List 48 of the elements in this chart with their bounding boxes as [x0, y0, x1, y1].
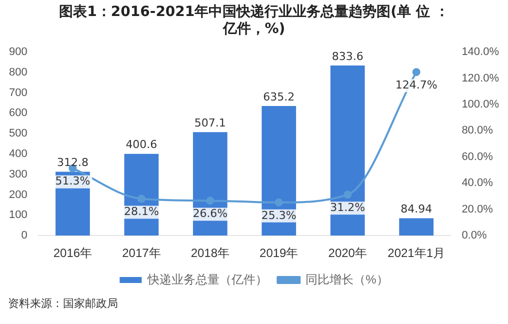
y-tick-label: 200	[8, 188, 28, 201]
y2-tick-label: 40.0%	[462, 177, 494, 190]
y2-tick-label: 100.0%	[462, 98, 500, 110]
y2-tick-label: 120.0%	[462, 72, 500, 84]
point	[206, 196, 214, 205]
point	[274, 198, 283, 206]
x-tick-label: 2018年	[190, 246, 230, 260]
legend-label: 快递业务总量（亿件）	[146, 272, 268, 286]
y-tick-label: 100	[8, 209, 28, 222]
data-label: 26.6%	[192, 207, 228, 220]
y2-tick-label: 20.0%	[462, 203, 494, 216]
y-tick-label: 900	[8, 46, 28, 58]
y-tick-label: 600	[8, 107, 28, 120]
text: 资料来源：国家邮政局	[7, 296, 119, 311]
data-label: 312.8	[56, 156, 88, 170]
data-label: 51.3%	[55, 174, 90, 188]
bar	[262, 106, 296, 236]
y2-tick-label: 80.0%	[462, 124, 494, 137]
data-label: 84.94	[400, 202, 432, 216]
x-tick-label: 2020年	[328, 246, 367, 260]
point	[137, 194, 146, 203]
y-tick-label: 700	[8, 86, 28, 99]
x-tick-label: 2021年1月	[388, 246, 446, 260]
data-label: 25.3%	[261, 208, 296, 222]
y-tick-label: 0	[21, 230, 28, 242]
bar	[399, 218, 434, 236]
y2-tick-label: 60.0%	[462, 150, 494, 163]
data-label: 507.1	[194, 116, 226, 130]
chart-title: 图表1：2016-2021年中国快递行业业务总量趋势图(单 位 ：亿件，%)	[58, 3, 450, 38]
point	[412, 68, 420, 76]
y-tick-label: 800	[8, 66, 28, 78]
x-tick-label: 2019年	[260, 246, 298, 260]
data-label: 31.2%	[330, 201, 366, 214]
data-label: 28.1%	[124, 205, 159, 218]
x-tick-label: 2017年	[122, 246, 161, 260]
x-tick-label: 2016年	[53, 246, 92, 260]
data-label: 124.7%	[395, 78, 438, 92]
y2-tick-label: 0.0%	[462, 230, 487, 242]
y-tick-label: 400	[8, 148, 28, 160]
data-label: 833.6	[332, 50, 364, 63]
data-label: 635.2	[263, 90, 295, 104]
bar	[330, 66, 365, 236]
point	[344, 190, 352, 199]
y-tick-label: 500	[8, 128, 28, 140]
legend-label: 同比增长（%）	[306, 272, 388, 286]
y-tick-label: 300	[8, 168, 28, 180]
y2-tick-label: 140.0%	[462, 46, 500, 58]
data-label: 400.6	[126, 138, 158, 152]
